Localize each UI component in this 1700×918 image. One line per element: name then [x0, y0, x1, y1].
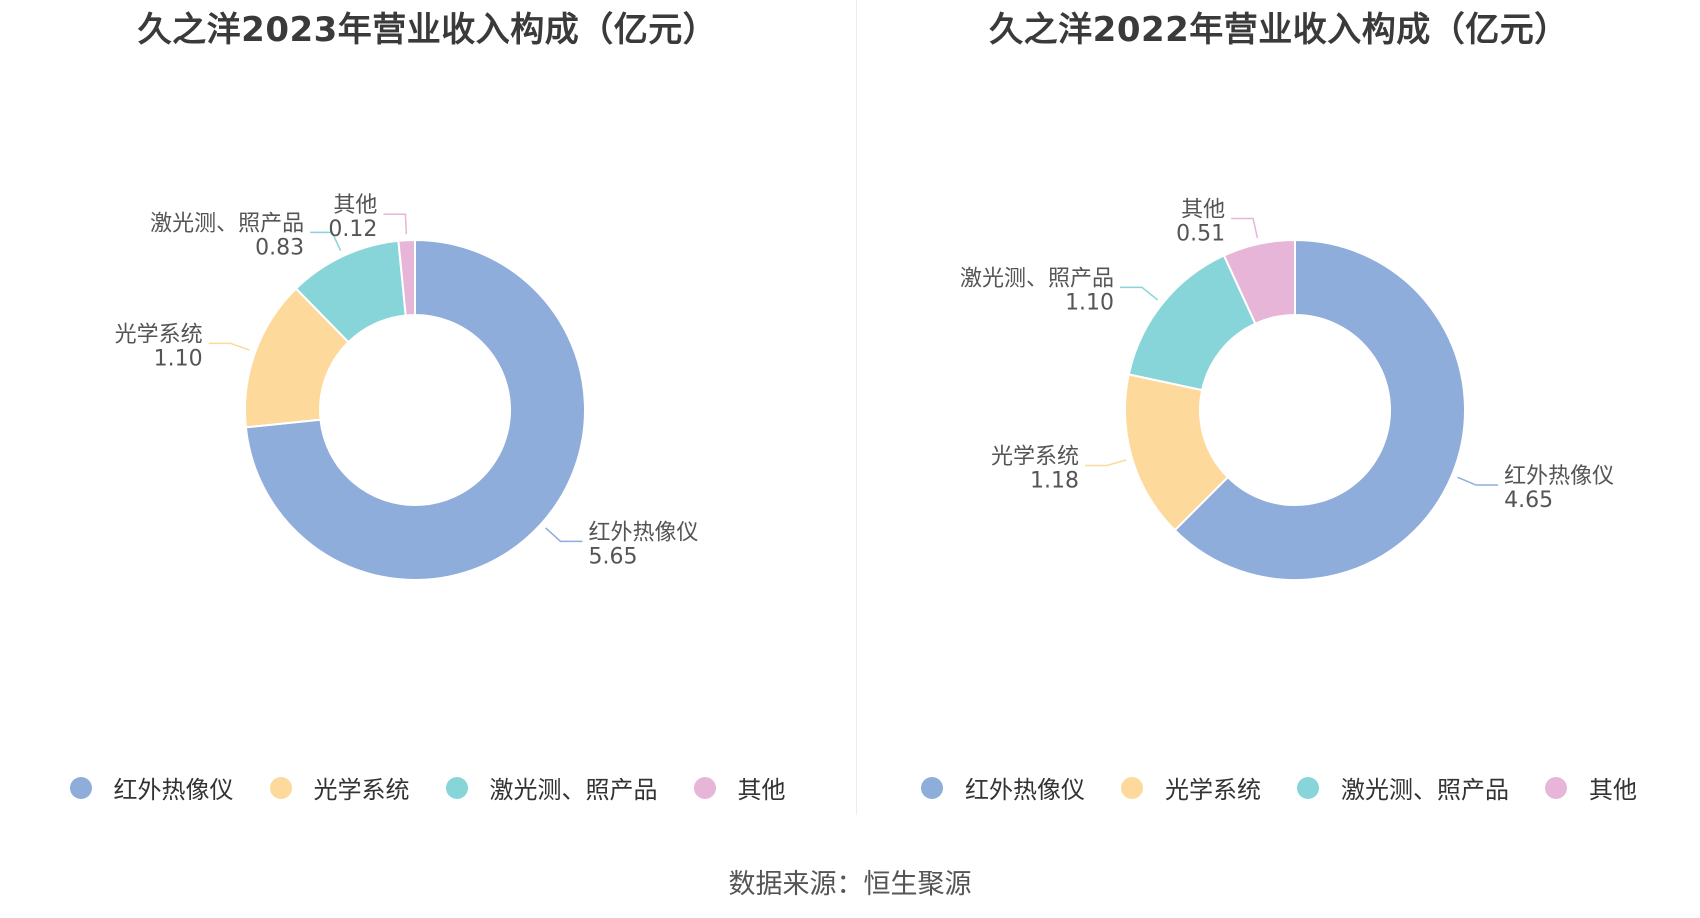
- legend-label: 红外热像仪: [113, 776, 234, 804]
- slice-value: 1.10: [154, 346, 203, 371]
- slice-value: 4.65: [1504, 488, 1553, 513]
- leader-line: [1457, 476, 1499, 486]
- legend-item[interactable]: 激光测、照产品: [1297, 770, 1509, 805]
- legend-item[interactable]: 激光测、照产品: [445, 770, 658, 805]
- legend-dot-icon: [269, 776, 292, 799]
- chart-panel-2023: 久之洋2023年营业收入构成（亿元） 红外热像仪 5.65 光学系统 1.10 激光测、…: [0, 0, 855, 820]
- legend-label: 光学系统: [1165, 776, 1261, 804]
- legend-item[interactable]: 红外热像仪: [921, 770, 1085, 805]
- legend-label: 其他: [737, 776, 786, 804]
- donut-slice[interactable]: [397, 238, 416, 317]
- chart-title: 久之洋2023年营业收入构成（亿元）: [137, 10, 718, 50]
- legend-item[interactable]: 光学系统: [269, 770, 410, 805]
- donut-slice[interactable]: [244, 238, 586, 581]
- leader-line: [383, 213, 408, 235]
- chart-title: 久之洋2022年营业收入构成（亿元）: [989, 10, 1569, 50]
- legend-label: 红外热像仪: [965, 776, 1085, 804]
- leader-line: [1120, 286, 1159, 301]
- legend-dot-icon: [69, 776, 92, 799]
- legend-item[interactable]: 其他: [693, 770, 786, 805]
- slice-value: 0.51: [1176, 222, 1225, 247]
- chart-panel-2022: 久之洋2022年营业收入构成（亿元） 红外热像仪 4.65 光学系统 1.18 激光测、…: [858, 0, 1700, 820]
- slice-label: 其他: [333, 193, 377, 218]
- legend-item[interactable]: 其他: [1545, 770, 1637, 805]
- donut-slice[interactable]: [1222, 238, 1296, 326]
- legend-dot-icon: [445, 776, 468, 799]
- legend: 红外热像仪 光学系统 激光测、照产品 其他: [858, 770, 1700, 805]
- slice-value: 0.83: [255, 235, 304, 260]
- legend-label: 激光测、照产品: [1341, 776, 1509, 804]
- leader-line: [1231, 217, 1259, 239]
- slice-label: 红外热像仪: [1504, 464, 1614, 489]
- slice-label: 其他: [1181, 198, 1225, 223]
- slice-label: 光学系统: [115, 322, 203, 347]
- leader-line: [310, 231, 342, 251]
- slice-value: 1.18: [1030, 469, 1079, 494]
- legend-dot-icon: [1297, 776, 1319, 799]
- slice-value: 1.10: [1065, 290, 1114, 315]
- data-source: 数据来源：恒生聚源: [728, 869, 972, 900]
- leader-line: [1085, 459, 1127, 467]
- legend-dot-icon: [921, 776, 943, 799]
- legend: 红外热像仪 光学系统 激光测、照产品 其他: [0, 770, 855, 805]
- legend-dot-icon: [693, 776, 716, 799]
- legend-dot-icon: [1121, 776, 1143, 799]
- leader-line: [208, 342, 250, 351]
- legend-dot-icon: [1545, 776, 1567, 799]
- leader-line: [545, 527, 583, 543]
- slice-label: 光学系统: [991, 445, 1079, 470]
- slice-value: 0.12: [328, 217, 377, 242]
- legend-label: 激光测、照产品: [489, 776, 658, 804]
- slice-label: 激光测、照产品: [960, 266, 1114, 291]
- legend-item[interactable]: 光学系统: [1121, 770, 1261, 805]
- panel-divider: [856, 0, 857, 815]
- legend-item[interactable]: 红外热像仪: [69, 770, 234, 805]
- slice-label: 激光测、照产品: [150, 211, 304, 236]
- slice-label: 红外热像仪: [588, 520, 698, 545]
- donut-slice[interactable]: [1173, 238, 1466, 581]
- slice-value: 5.65: [588, 544, 637, 569]
- legend-label: 其他: [1589, 776, 1637, 804]
- legend-label: 光学系统: [313, 776, 410, 804]
